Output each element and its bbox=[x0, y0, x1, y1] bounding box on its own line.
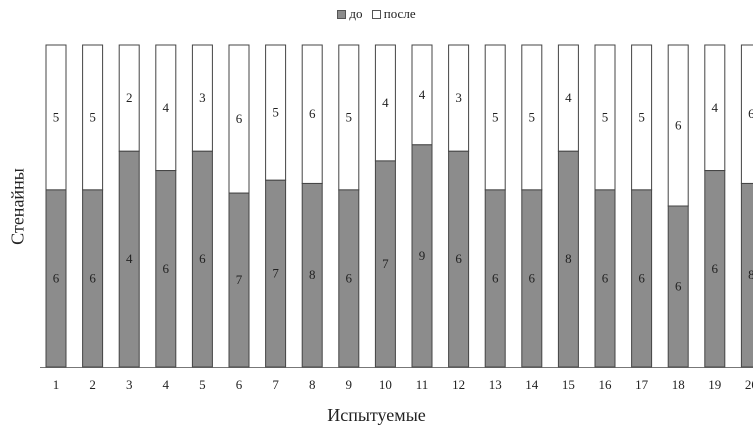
label-before-11: 9 bbox=[419, 248, 426, 263]
label-before-3: 4 bbox=[126, 251, 133, 266]
bar-before-8 bbox=[301, 182, 323, 368]
x-tick-5: 5 bbox=[199, 377, 206, 392]
label-before-5: 6 bbox=[199, 251, 206, 266]
label-before-12: 6 bbox=[455, 251, 462, 266]
label-after-7: 5 bbox=[272, 105, 279, 120]
bar-before-6 bbox=[228, 192, 250, 368]
bar-before-19 bbox=[704, 170, 726, 368]
label-after-4: 4 bbox=[163, 100, 170, 115]
x-tick-15: 15 bbox=[562, 377, 575, 392]
x-tick-13: 13 bbox=[489, 377, 502, 392]
label-before-17: 6 bbox=[638, 270, 645, 285]
x-tick-17: 17 bbox=[635, 377, 649, 392]
bar-before-4 bbox=[155, 170, 177, 368]
label-after-16: 5 bbox=[602, 109, 609, 124]
label-before-20: 8 bbox=[748, 267, 753, 282]
bar-before-10 bbox=[374, 160, 396, 368]
legend-item-before: до bbox=[337, 6, 363, 22]
label-before-10: 7 bbox=[382, 256, 389, 271]
label-before-15: 8 bbox=[565, 251, 572, 266]
label-before-8: 8 bbox=[309, 267, 316, 282]
label-before-4: 6 bbox=[163, 261, 170, 276]
x-tick-16: 16 bbox=[599, 377, 613, 392]
label-after-1: 5 bbox=[53, 109, 60, 124]
x-tick-20: 20 bbox=[745, 377, 753, 392]
label-before-19: 6 bbox=[712, 261, 719, 276]
bar-before-13 bbox=[484, 189, 506, 368]
x-tick-4: 4 bbox=[163, 377, 170, 392]
label-after-18: 6 bbox=[675, 118, 682, 133]
x-tick-2: 2 bbox=[89, 377, 96, 392]
bar-before-17 bbox=[631, 189, 653, 368]
x-tick-1: 1 bbox=[53, 377, 60, 392]
label-before-16: 6 bbox=[602, 270, 609, 285]
bar-before-14 bbox=[521, 189, 543, 368]
x-tick-labels-group: 1234567891011121314151617181920 bbox=[53, 377, 753, 392]
x-tick-3: 3 bbox=[126, 377, 133, 392]
legend-swatch-before bbox=[337, 9, 347, 19]
label-after-5: 3 bbox=[199, 90, 206, 105]
label-after-3: 2 bbox=[126, 90, 133, 105]
legend: до после bbox=[0, 6, 753, 23]
legend-swatch-after bbox=[371, 9, 381, 19]
x-tick-19: 19 bbox=[708, 377, 721, 392]
x-tick-8: 8 bbox=[309, 377, 316, 392]
x-tick-11: 11 bbox=[416, 377, 429, 392]
bar-before-18 bbox=[667, 205, 689, 368]
bar-before-1 bbox=[45, 189, 67, 368]
bar-before-11 bbox=[411, 144, 433, 368]
x-tick-18: 18 bbox=[672, 377, 685, 392]
label-before-1: 6 bbox=[53, 270, 60, 285]
x-tick-10: 10 bbox=[379, 377, 392, 392]
label-after-15: 4 bbox=[565, 90, 572, 105]
bar-before-7 bbox=[265, 179, 287, 368]
label-before-13: 6 bbox=[492, 270, 499, 285]
bar-before-16 bbox=[594, 189, 616, 368]
label-after-2: 5 bbox=[89, 109, 96, 124]
x-tick-12: 12 bbox=[452, 377, 465, 392]
legend-item-after: после bbox=[371, 6, 416, 22]
label-after-19: 4 bbox=[712, 100, 719, 115]
legend-label-after: после bbox=[383, 6, 416, 21]
x-tick-6: 6 bbox=[236, 377, 243, 392]
bars-group bbox=[45, 44, 753, 368]
bar-before-9 bbox=[338, 189, 360, 368]
label-after-14: 5 bbox=[529, 109, 536, 124]
x-tick-9: 9 bbox=[346, 377, 353, 392]
label-before-6: 7 bbox=[236, 272, 243, 287]
bar-before-15 bbox=[557, 150, 579, 368]
y-axis-label: Стенайны bbox=[7, 168, 28, 245]
label-after-9: 5 bbox=[346, 109, 353, 124]
label-after-8: 6 bbox=[309, 106, 316, 121]
label-after-17: 5 bbox=[638, 109, 645, 124]
x-axis-label: Испытуемые bbox=[327, 405, 426, 425]
bar-before-12 bbox=[448, 150, 470, 368]
value-labels-group: 5 6 5 6 2 4 4 6 3 6 6 7 5 7 6 8 5 6 4 7 4 9 3 6 5 6 5 6 4 8 5 6 5 6 6 6 4 6 6 8 bbox=[53, 87, 753, 294]
legend-label-before: до bbox=[349, 6, 363, 21]
label-before-9: 6 bbox=[346, 270, 353, 285]
bar-before-20 bbox=[740, 182, 753, 368]
label-before-14: 6 bbox=[529, 270, 536, 285]
bar-before-3 bbox=[118, 150, 140, 368]
x-tick-7: 7 bbox=[272, 377, 279, 392]
bar-before-5 bbox=[191, 150, 213, 368]
label-after-13: 5 bbox=[492, 109, 499, 124]
bar-before-2 bbox=[82, 189, 104, 368]
label-before-18: 6 bbox=[675, 279, 682, 294]
label-before-2: 6 bbox=[89, 270, 96, 285]
label-before-7: 7 bbox=[272, 266, 279, 281]
label-after-20: 6 bbox=[748, 106, 753, 121]
label-after-6: 6 bbox=[236, 111, 243, 126]
x-tick-14: 14 bbox=[525, 377, 539, 392]
label-after-11: 4 bbox=[419, 87, 426, 102]
label-after-10: 4 bbox=[382, 95, 389, 110]
label-after-12: 3 bbox=[455, 90, 462, 105]
